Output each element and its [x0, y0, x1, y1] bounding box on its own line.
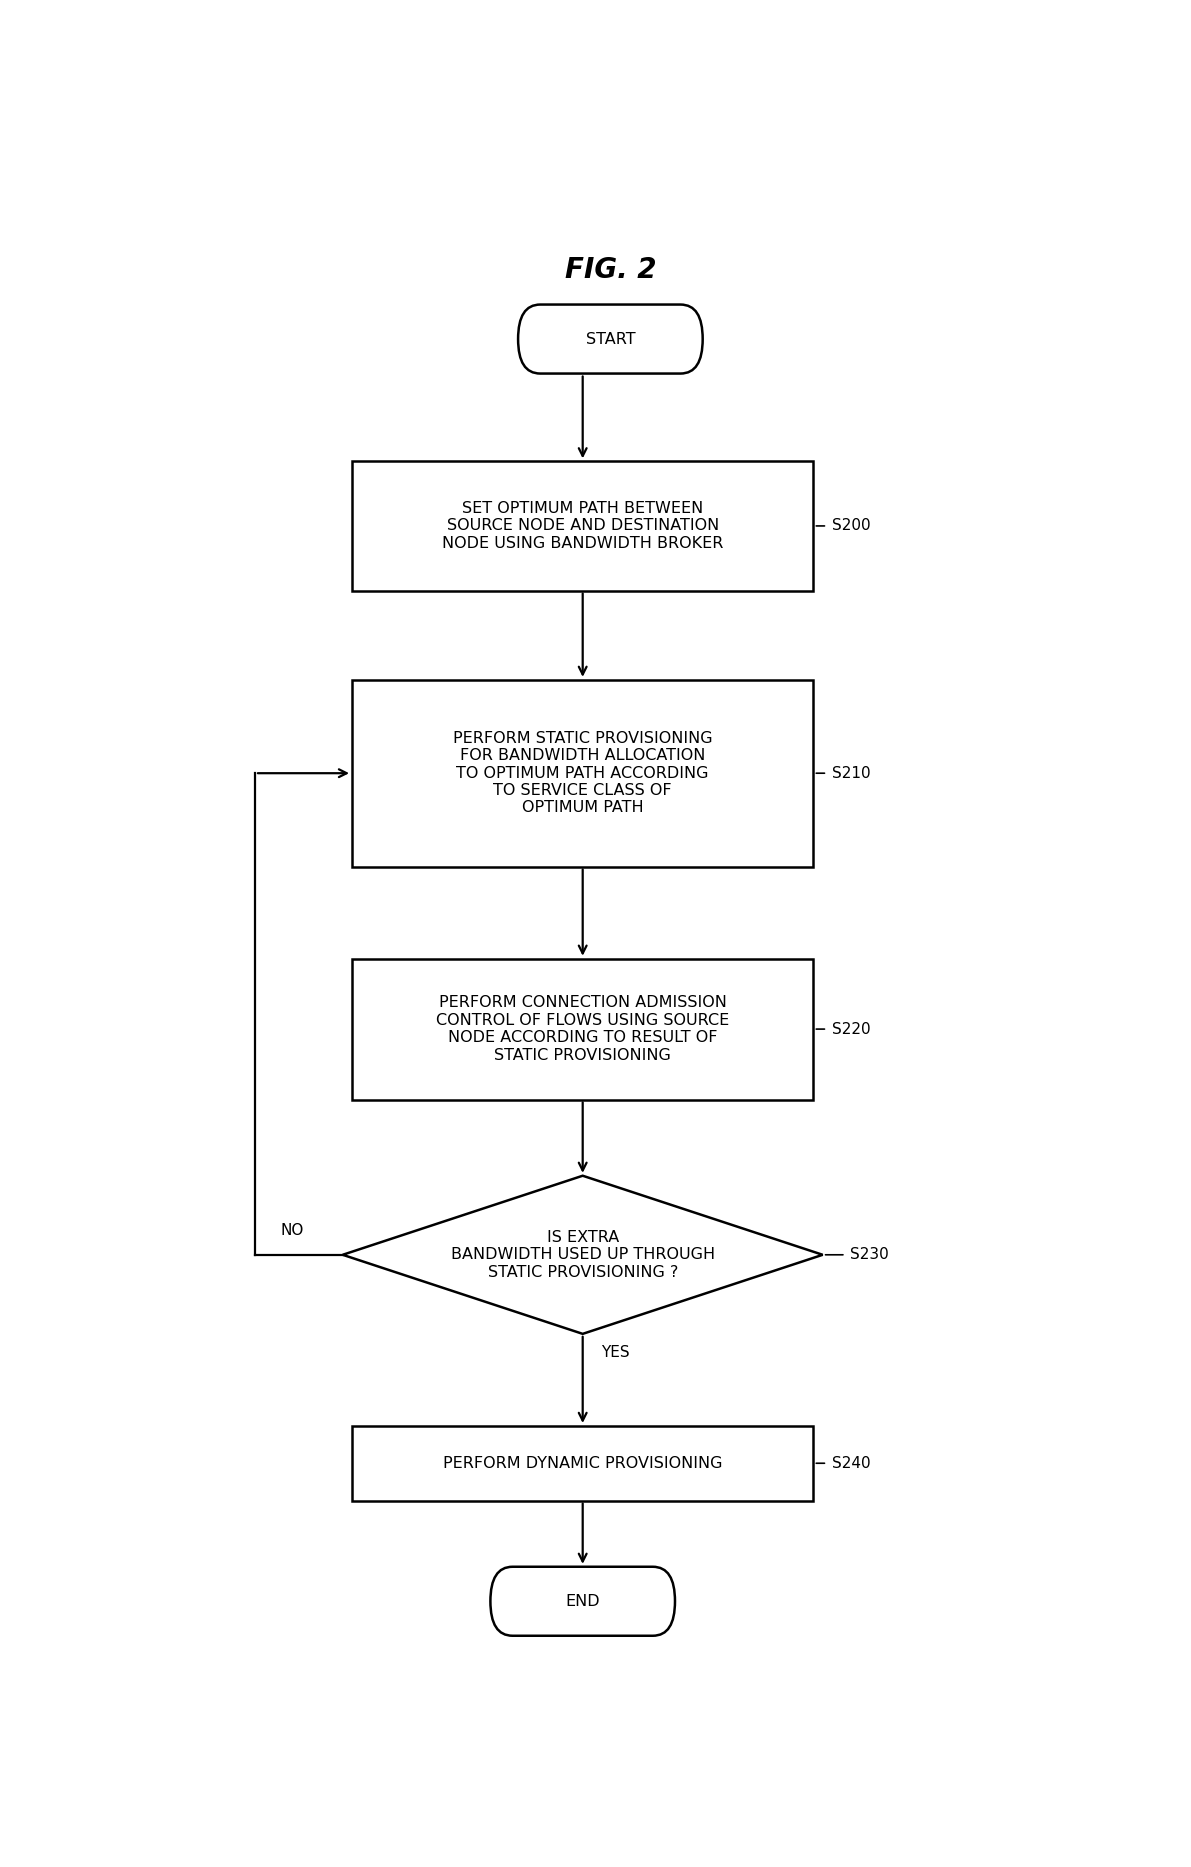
- Text: YES: YES: [601, 1344, 630, 1359]
- Text: S200: S200: [833, 519, 871, 534]
- Text: SET OPTIMUM PATH BETWEEN
SOURCE NODE AND DESTINATION
NODE USING BANDWIDTH BROKER: SET OPTIMUM PATH BETWEEN SOURCE NODE AND…: [442, 500, 723, 551]
- Text: S210: S210: [833, 765, 871, 780]
- Text: S240: S240: [833, 1456, 871, 1471]
- Text: NO: NO: [280, 1223, 304, 1238]
- Text: S230: S230: [850, 1247, 890, 1262]
- FancyBboxPatch shape: [518, 304, 703, 373]
- Text: PERFORM CONNECTION ADMISSION
CONTROL OF FLOWS USING SOURCE
NODE ACCORDING TO RES: PERFORM CONNECTION ADMISSION CONTROL OF …: [436, 995, 729, 1062]
- Text: PERFORM STATIC PROVISIONING
FOR BANDWIDTH ALLOCATION
TO OPTIMUM PATH ACCORDING
T: PERFORM STATIC PROVISIONING FOR BANDWIDT…: [453, 730, 712, 816]
- Text: FIG. 2: FIG. 2: [565, 256, 656, 284]
- Text: START: START: [586, 332, 635, 347]
- Bar: [353, 958, 813, 1100]
- Bar: [353, 680, 813, 866]
- Bar: [353, 1426, 813, 1501]
- Text: PERFORM DYNAMIC PROVISIONING: PERFORM DYNAMIC PROVISIONING: [443, 1456, 723, 1471]
- Text: END: END: [566, 1594, 600, 1609]
- Polygon shape: [343, 1176, 823, 1333]
- Bar: [353, 461, 813, 590]
- Text: S220: S220: [833, 1021, 871, 1036]
- Text: IS EXTRA
BANDWIDTH USED UP THROUGH
STATIC PROVISIONING ?: IS EXTRA BANDWIDTH USED UP THROUGH STATI…: [450, 1230, 715, 1279]
- FancyBboxPatch shape: [491, 1566, 675, 1635]
